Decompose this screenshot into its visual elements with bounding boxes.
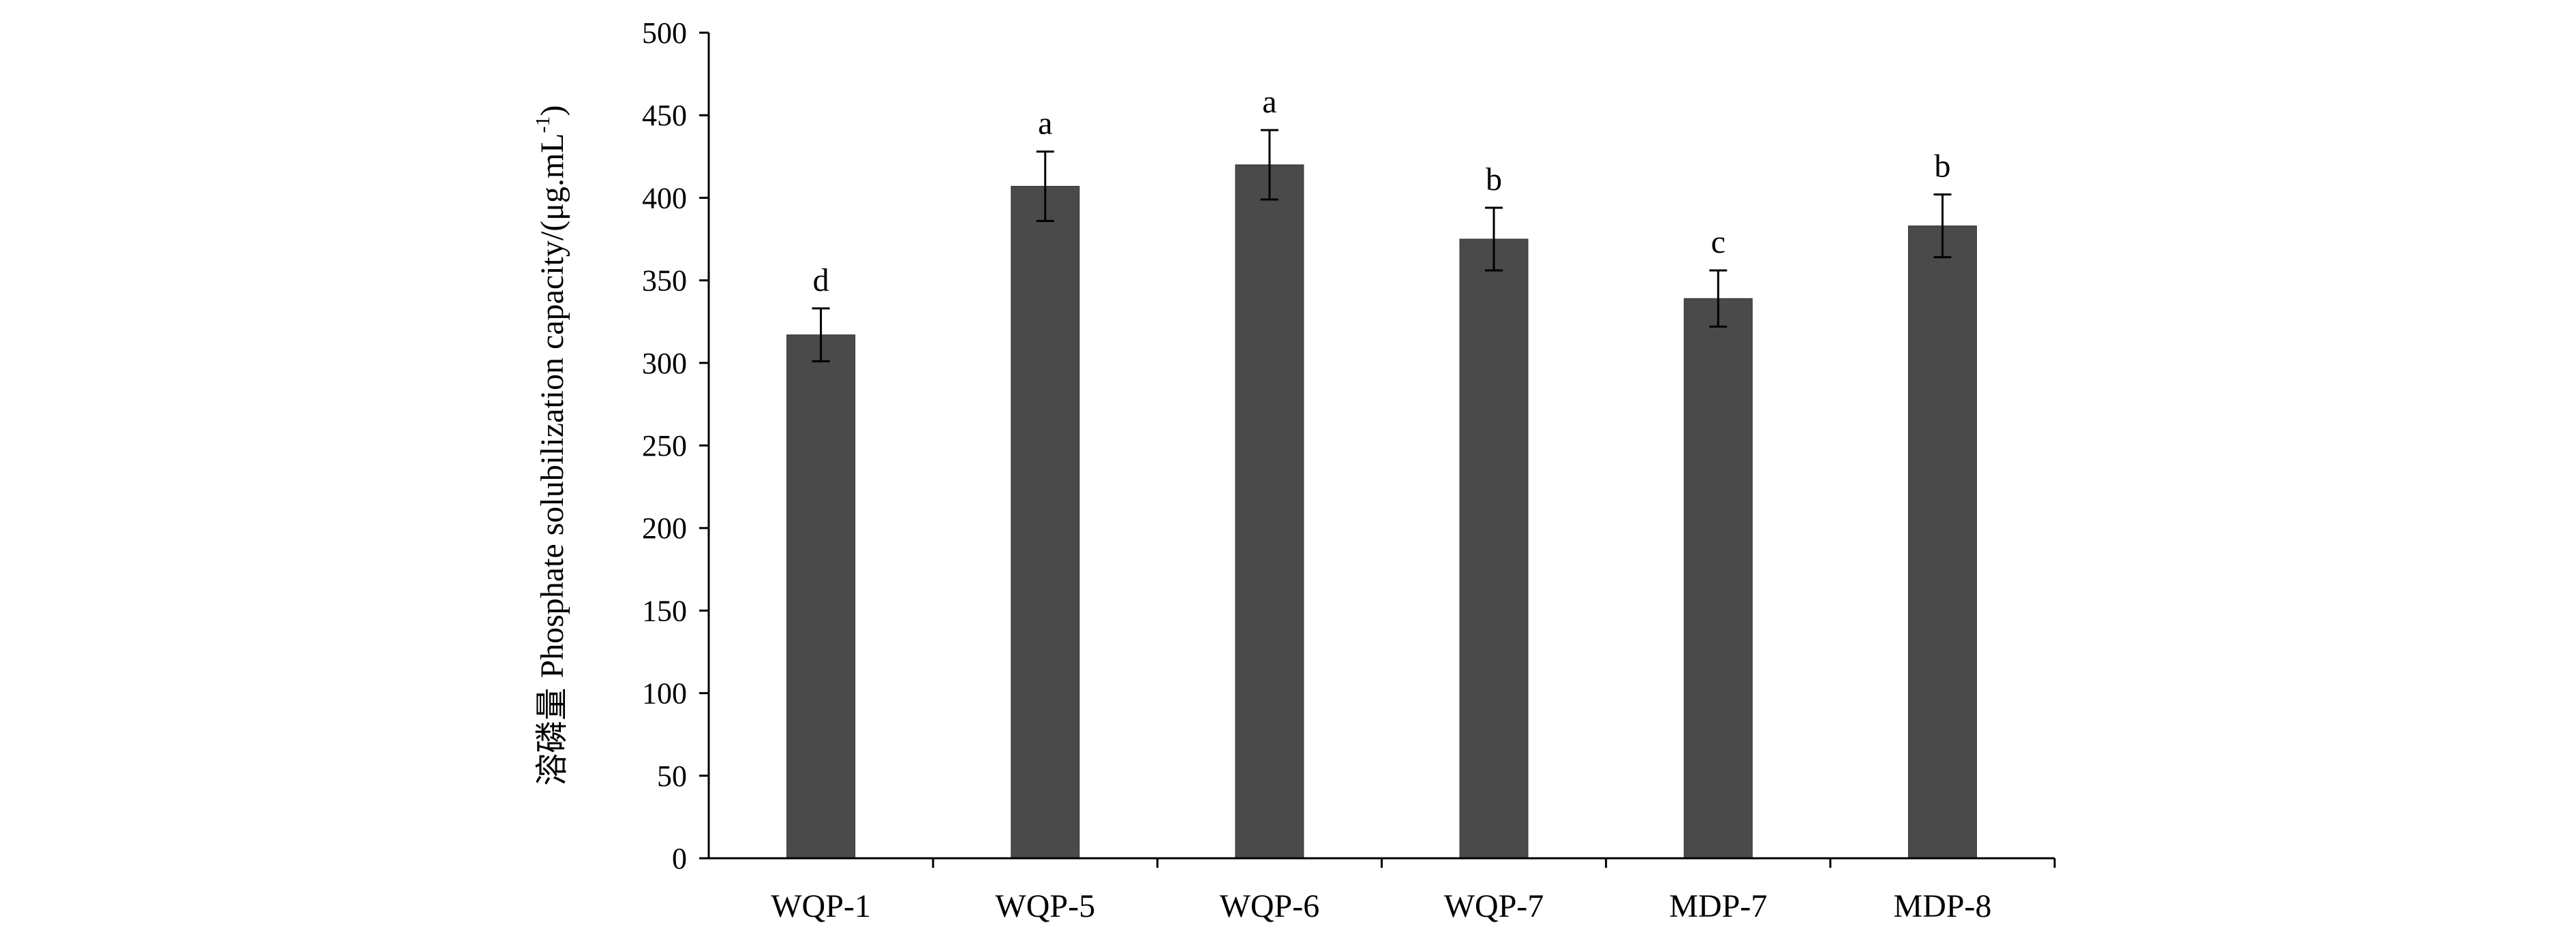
y-tick-label: 100 bbox=[642, 677, 687, 710]
error-bar-wqp-7 bbox=[1485, 206, 1503, 272]
y-axis-title-en: Phosphate solubilization capacity/(μg.mL bbox=[534, 133, 570, 678]
y-axis-title-cn: 溶磷量 bbox=[534, 688, 570, 786]
bar-mdp-7 bbox=[1683, 298, 1753, 859]
significance-labels-group: d a a b c b bbox=[813, 84, 1951, 298]
error-bar-wqp-6 bbox=[1260, 129, 1278, 201]
y-tick-label: 0 bbox=[672, 842, 687, 875]
bar-wqp-5 bbox=[1011, 185, 1080, 859]
error-bars-group bbox=[812, 129, 1952, 362]
significance-label-wqp-1: d bbox=[813, 262, 829, 298]
y-tick-label: 300 bbox=[642, 347, 687, 380]
y-tick-label: 250 bbox=[642, 429, 687, 463]
y-tick-label: 350 bbox=[642, 264, 687, 298]
bar-wqp-1 bbox=[786, 334, 856, 859]
y-tick-label: 450 bbox=[642, 99, 687, 132]
y-axis-title-sup: -1 bbox=[532, 116, 554, 133]
error-bar-wqp-5 bbox=[1036, 151, 1054, 222]
y-axis-ticks: 0 50 100 150 200 250 300 350 400 450 500 bbox=[642, 16, 709, 875]
error-bar-mdp-7 bbox=[1709, 269, 1728, 328]
y-tick-label: 200 bbox=[642, 512, 687, 545]
y-tick-label: 500 bbox=[642, 16, 687, 50]
significance-label-wqp-5: a bbox=[1038, 106, 1052, 142]
significance-label-wqp-7: b bbox=[1486, 161, 1502, 198]
x-category-label-wqp-7: WQP-7 bbox=[1444, 888, 1544, 924]
y-tick-label: 400 bbox=[642, 181, 687, 215]
x-category-label-mdp-7: MDP-7 bbox=[1669, 888, 1767, 924]
bar-wqp-7 bbox=[1459, 238, 1529, 859]
error-bar-mdp-8 bbox=[1933, 193, 1952, 259]
significance-label-wqp-6: a bbox=[1262, 84, 1276, 120]
error-bar-wqp-1 bbox=[812, 307, 830, 362]
bar-mdp-8 bbox=[1907, 225, 1977, 859]
x-category-label-wqp-5: WQP-5 bbox=[995, 888, 1095, 924]
x-category-label-wqp-1: WQP-1 bbox=[771, 888, 871, 924]
y-tick-label: 150 bbox=[642, 594, 687, 627]
x-category-label-wqp-6: WQP-6 bbox=[1220, 888, 1320, 924]
bars-group bbox=[786, 164, 1977, 859]
bar-wqp-6 bbox=[1235, 164, 1304, 859]
x-axis-ticks: WQP-1 WQP-5 WQP-6 WQP-7 MDP-7 MDP-8 bbox=[771, 858, 2056, 924]
significance-label-mdp-8: b bbox=[1934, 148, 1950, 185]
x-category-label-mdp-8: MDP-8 bbox=[1893, 888, 1991, 924]
y-tick-label: 50 bbox=[657, 759, 687, 793]
y-axis-title: 溶磷量 Phosphate solubilization capacity/(μg… bbox=[532, 105, 570, 785]
significance-label-mdp-7: c bbox=[1711, 224, 1726, 260]
y-axis-title-close: ) bbox=[534, 105, 570, 116]
